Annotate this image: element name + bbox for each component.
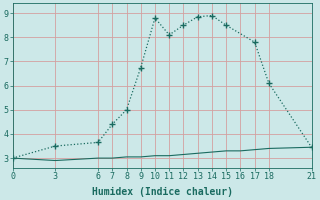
X-axis label: Humidex (Indice chaleur): Humidex (Indice chaleur) (92, 186, 233, 197)
